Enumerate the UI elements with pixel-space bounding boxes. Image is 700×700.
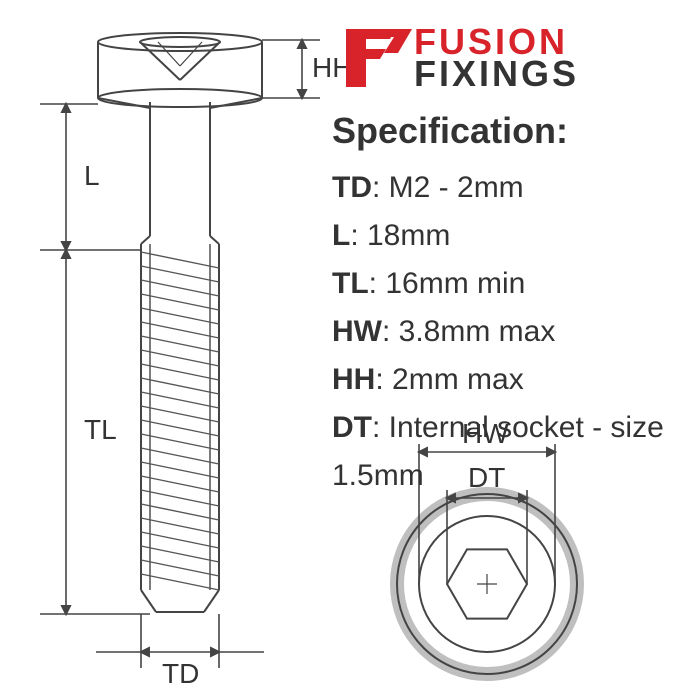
spec-list: TD: M2 - 2mm L: 18mm TL: 16mm min HW: 3.… (332, 164, 700, 500)
label-l: L (84, 160, 100, 192)
screw-top-view (397, 494, 577, 674)
spec-item: TD: M2 - 2mm (332, 164, 700, 212)
logo-word-2: FIXINGS (414, 58, 579, 90)
screw-side-view (98, 33, 262, 612)
label-tl: TL (84, 414, 117, 446)
label-td: TD (162, 658, 199, 690)
spec-item: L: 18mm (332, 212, 700, 260)
spec-item: HH: 2mm max (332, 356, 700, 404)
brand-logo: FUSION FIXINGS (340, 26, 579, 91)
dimension-lines (40, 40, 320, 668)
logo-icon (340, 27, 412, 89)
spec-title: Specification: (332, 110, 700, 152)
spec-item: HW: 3.8mm max (332, 308, 700, 356)
spec-item: DT: Internal socket - size 1.5mm (332, 404, 700, 500)
specification-block: Specification: TD: M2 - 2mm L: 18mm TL: … (332, 110, 700, 500)
spec-item: TL: 16mm min (332, 260, 700, 308)
